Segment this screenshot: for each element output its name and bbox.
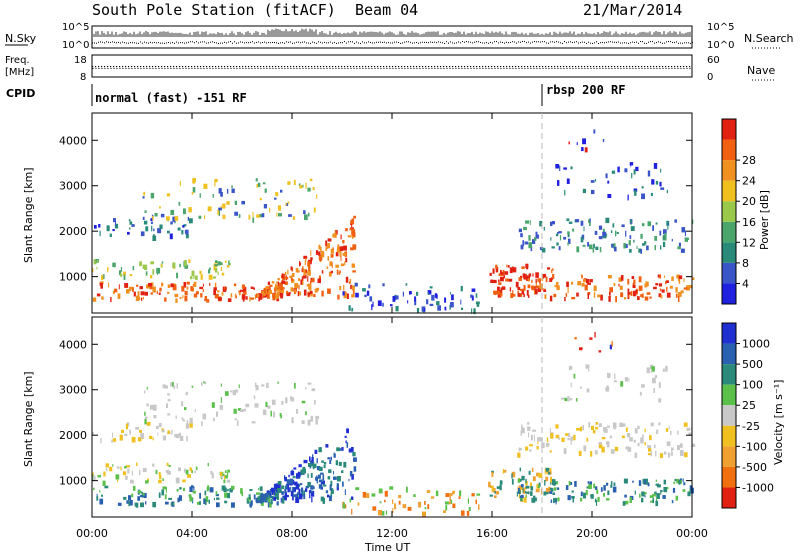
y-tick-label: 3000 (59, 384, 87, 397)
nave-tick-bottom: 0 (707, 72, 713, 83)
x-tick-label: 12:00 (376, 527, 408, 540)
colorbar-tick-label: 16 (742, 216, 756, 229)
x-tick-label: 00:00 (76, 527, 108, 540)
x-tick-label: 08:00 (276, 527, 308, 540)
nsearch-tick-bottom: 10^0 (707, 40, 734, 51)
colorbar-tick-label: 12 (742, 236, 756, 249)
colorbar-segment (722, 364, 736, 385)
colorbar-segment (722, 446, 736, 467)
nsky-trace (91, 28, 693, 44)
freq-unit: [MHz] (5, 67, 34, 78)
colorbar-segment (722, 425, 736, 447)
colorbar-segment (722, 119, 736, 140)
colorbar-segment (722, 201, 736, 222)
nsky-label: N.Sky (5, 32, 37, 45)
time-axis: 00:00 04:00 08:00 12:00 16:00 20:00 00:00 (76, 113, 708, 540)
colorbar-tick-label: 28 (742, 154, 756, 167)
colorbar-segment (722, 405, 736, 426)
power-scatter (92, 129, 695, 315)
time-axis-label: Time UT (364, 541, 410, 554)
freq-trace (92, 66, 691, 69)
mode-label-rbsp: rbsp 200 RF (546, 83, 625, 97)
colorbar-tick-label: 25 (742, 399, 756, 412)
nsky-tick-top: 10^5 (62, 22, 89, 33)
y-tick-label: 3000 (59, 180, 87, 193)
freq-panel: Freq. [MHz] 18 8 60 0 Nave (5, 54, 776, 83)
colorbar-segment (722, 221, 736, 243)
colorbar-tick-label: 24 (742, 175, 756, 188)
y-tick-label: 2000 (59, 429, 87, 442)
velocity-colorbar-label: Velocity [m s⁻¹] (772, 380, 785, 465)
colorbar-tick-label: 500 (742, 358, 763, 371)
station-title: South Pole Station (fitACF) (92, 1, 336, 19)
cpid-label: CPID (6, 87, 35, 100)
colorbar-segment (722, 262, 736, 284)
power-colorbar-label: Power [dB] (758, 190, 771, 250)
x-tick-label: 00:00 (676, 527, 708, 540)
colorbar-segment (722, 283, 736, 304)
freq-tick-bottom: 8 (80, 72, 86, 83)
colorbar-segment (722, 466, 736, 488)
freq-label: Freq. (5, 55, 30, 66)
velocity-scatter (92, 331, 696, 517)
y-tick-label: 1000 (59, 475, 87, 488)
colorbar-segment (722, 160, 736, 181)
power-panel: Slant Range [km] 1000 2000 3000 4000 4 8 12 16… (22, 112, 771, 315)
colorbar-tick-label: -1000 (742, 481, 774, 494)
colorbar-tick-label: 100 (742, 379, 763, 392)
x-tick-label: 20:00 (576, 527, 608, 540)
nave-tick-top: 60 (707, 55, 720, 66)
colorbar-tick-label: 1000 (742, 338, 770, 351)
x-tick-label: 16:00 (476, 527, 508, 540)
colorbar-segment (722, 242, 736, 263)
nsky-tick-bottom: 10^0 (62, 40, 89, 51)
colorbar-tick-label: 20 (742, 195, 756, 208)
colorbar-segment (722, 343, 736, 365)
colorbar-tick-label: 8 (742, 257, 749, 270)
colorbar-tick-label: 4 (742, 277, 749, 290)
cpid-panel: CPID normal (fast) -151 RF rbsp 200 RF (6, 83, 625, 106)
velocity-panel: Slant Range [km] 1000 2000 3000 4000 1000 50… (22, 316, 785, 518)
nave-label: Nave (747, 64, 775, 77)
nsearch-tick-top: 10^5 (707, 22, 734, 33)
nsearch-label: N.Search (744, 32, 794, 45)
colorbar-segment (722, 323, 736, 344)
y-tick-label: 1000 (59, 271, 87, 284)
velocity-ylabel: Slant Range [km] (22, 371, 35, 467)
mode-label-normal: normal (fast) -151 RF (95, 91, 247, 105)
freq-tick-top: 18 (74, 55, 87, 66)
power-ylabel: Slant Range [km] (22, 167, 35, 263)
y-tick-label: 2000 (59, 225, 87, 238)
colorbar-segment (722, 487, 736, 508)
colorbar-segment (722, 384, 736, 406)
y-tick-label: 4000 (59, 134, 87, 147)
colorbar-segment (722, 180, 736, 202)
colorbar-segment (722, 139, 736, 161)
date-title: 21/Mar/2014 (583, 1, 682, 19)
beam-title: Beam 04 (355, 1, 418, 19)
x-tick-label: 04:00 (176, 527, 208, 540)
colorbar-tick-label: -500 (742, 461, 767, 474)
nsky-panel: N.Sky 10^5 10^0 10^5 10^0 N.Search (5, 22, 794, 51)
colorbar-tick-label: -100 (742, 440, 767, 453)
colorbar-tick-label: -25 (742, 420, 760, 433)
y-tick-label: 4000 (59, 338, 87, 351)
